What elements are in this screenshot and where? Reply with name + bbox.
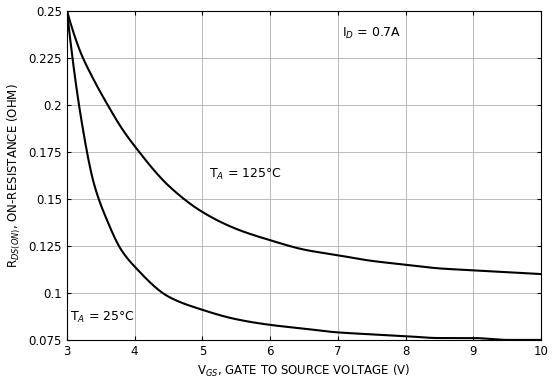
X-axis label: V$_{GS}$, GATE TO SOURCE VOLTAGE (V): V$_{GS}$, GATE TO SOURCE VOLTAGE (V) — [197, 363, 411, 380]
Text: T$_A$ = 125°C: T$_A$ = 125°C — [209, 167, 282, 182]
Text: I$_D$ = 0.7A: I$_D$ = 0.7A — [342, 25, 401, 41]
Y-axis label: R$_{DS(ON)}$, ON-RESISTANCE (OHM): R$_{DS(ON)}$, ON-RESISTANCE (OHM) — [6, 83, 23, 268]
Text: T$_A$ = 25°C: T$_A$ = 25°C — [70, 310, 135, 325]
